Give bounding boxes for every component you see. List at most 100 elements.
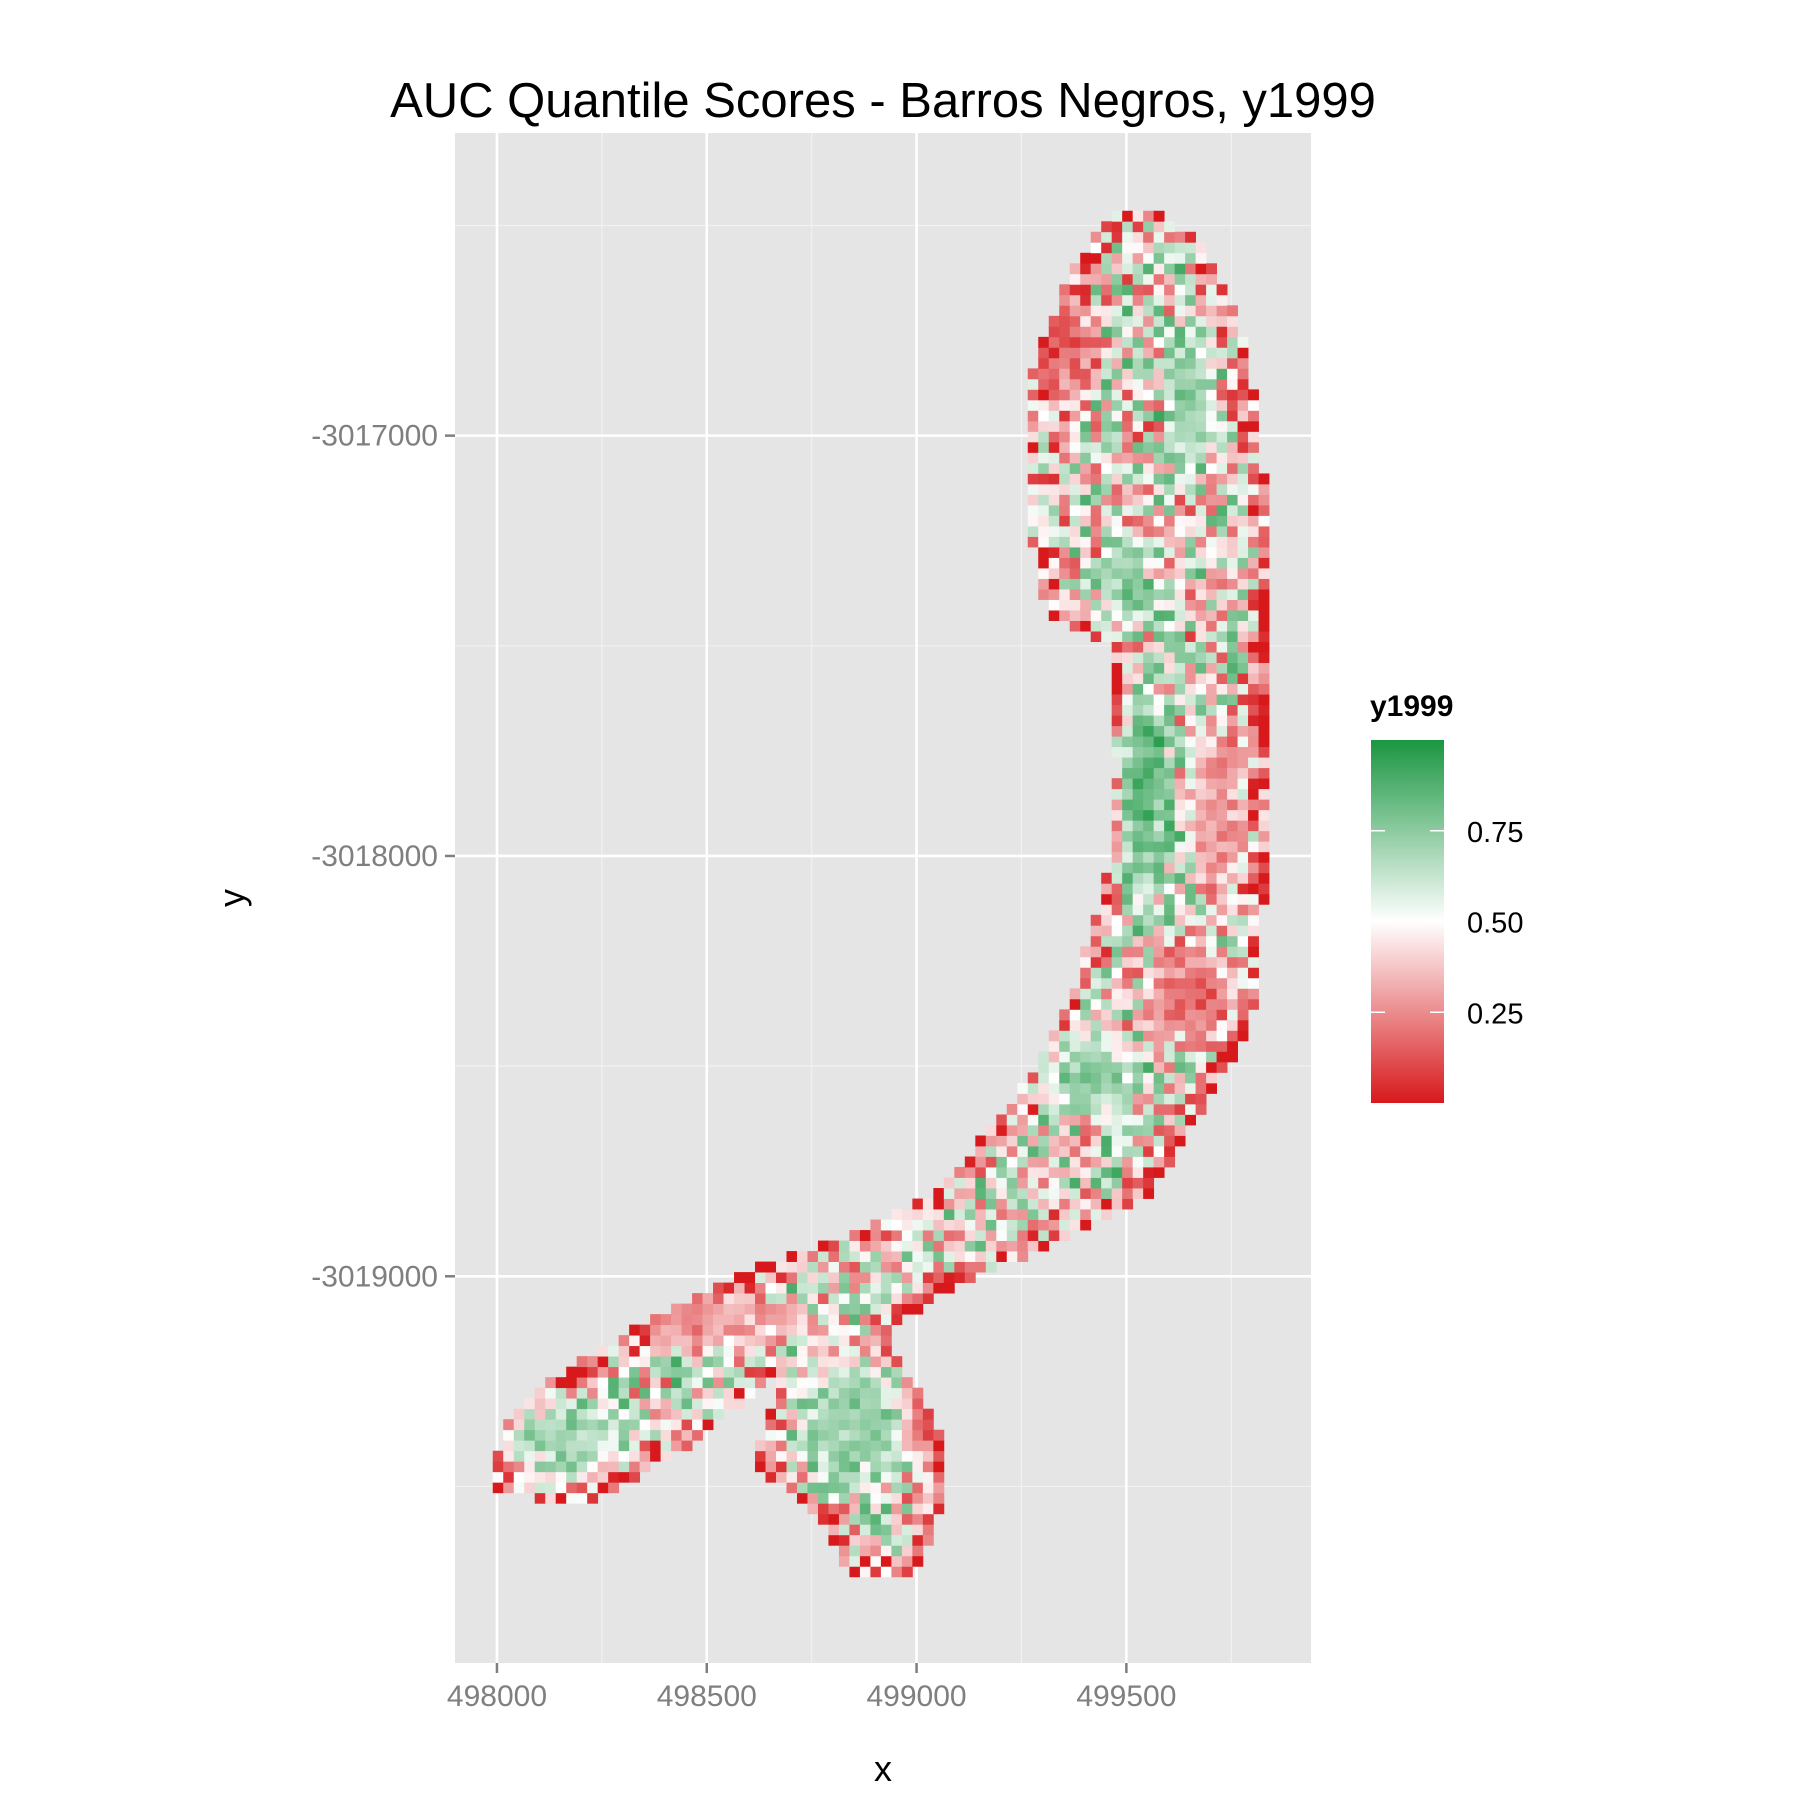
heatmap-tile xyxy=(1080,1145,1092,1157)
heatmap-tile xyxy=(1227,704,1238,716)
heatmap-tile xyxy=(786,1293,798,1305)
heatmap-tile xyxy=(692,1314,703,1326)
heatmap-tile xyxy=(901,1545,913,1557)
heatmap-tile xyxy=(1206,746,1217,758)
heatmap-tile xyxy=(1206,851,1217,863)
heatmap-tile xyxy=(1101,925,1113,937)
heatmap-tile xyxy=(891,1513,903,1525)
heatmap-tile xyxy=(1195,1072,1207,1084)
heatmap-tile xyxy=(1216,767,1228,779)
heatmap-tile xyxy=(933,1492,945,1504)
heatmap-tile xyxy=(985,1219,997,1231)
heatmap-tile xyxy=(765,1440,777,1452)
heatmap-tile xyxy=(1048,315,1060,327)
heatmap-tile xyxy=(786,1482,798,1494)
heatmap-tile xyxy=(660,1398,672,1410)
heatmap-tile xyxy=(1038,1198,1050,1210)
heatmap-tile xyxy=(1038,568,1050,579)
heatmap-tile xyxy=(1216,704,1228,716)
heatmap-tile xyxy=(1227,736,1238,748)
heatmap-tile xyxy=(723,1398,735,1410)
heatmap-tile xyxy=(1038,526,1050,537)
heatmap-tile xyxy=(1090,242,1102,254)
heatmap-tile xyxy=(891,1282,903,1294)
heatmap-tile xyxy=(1122,704,1134,716)
heatmap-tiles xyxy=(492,210,1270,1578)
heatmap-tile xyxy=(1164,935,1176,947)
heatmap-tile xyxy=(1132,1188,1144,1199)
heatmap-tile xyxy=(1216,799,1228,811)
heatmap-tile xyxy=(1132,851,1144,863)
heatmap-tile xyxy=(1164,452,1176,464)
heatmap-tile xyxy=(1101,547,1113,558)
heatmap-tile xyxy=(1111,620,1123,632)
heatmap-tile xyxy=(849,1524,861,1536)
heatmap-tile xyxy=(1174,935,1186,947)
heatmap-tile xyxy=(1059,1019,1071,1031)
heatmap-tile xyxy=(1059,1061,1071,1073)
heatmap-tile xyxy=(901,1440,913,1452)
heatmap-tile xyxy=(765,1261,777,1273)
heatmap-tile xyxy=(1017,1219,1029,1231)
heatmap-tile xyxy=(608,1398,620,1410)
y-tick-label: -3018000 xyxy=(311,840,438,873)
heatmap-tile xyxy=(1185,462,1197,474)
heatmap-tile xyxy=(608,1461,620,1473)
heatmap-tile xyxy=(817,1272,829,1283)
heatmap-tile xyxy=(901,1555,913,1567)
heatmap-tile xyxy=(744,1293,756,1305)
heatmap-tile xyxy=(1080,399,1092,411)
heatmap-tile xyxy=(1101,273,1113,285)
heatmap-tile xyxy=(566,1398,578,1410)
heatmap-tile xyxy=(1111,872,1123,884)
heatmap-tile xyxy=(1206,925,1217,937)
heatmap-tile xyxy=(1122,799,1134,811)
heatmap-tile xyxy=(1080,368,1092,380)
heatmap-tile xyxy=(880,1408,892,1420)
heatmap-tile xyxy=(1069,1009,1081,1021)
heatmap-tile xyxy=(1164,704,1176,716)
heatmap-tile xyxy=(1132,641,1144,653)
heatmap-tile xyxy=(1132,767,1144,779)
heatmap-tile xyxy=(1216,652,1228,664)
heatmap-tile xyxy=(1122,914,1134,926)
heatmap-tile xyxy=(1059,368,1071,380)
heatmap-tile xyxy=(1122,599,1134,611)
heatmap-tile xyxy=(555,1471,567,1483)
heatmap-tile xyxy=(1111,715,1123,727)
heatmap-tile xyxy=(1122,1103,1134,1115)
heatmap-tile xyxy=(1153,378,1165,390)
heatmap-tile xyxy=(1174,326,1186,338)
heatmap-tile xyxy=(702,1387,714,1399)
heatmap-tile xyxy=(1153,967,1165,979)
heatmap-tile xyxy=(1090,1209,1102,1220)
heatmap-tile xyxy=(786,1356,798,1368)
heatmap-tile xyxy=(1164,536,1176,548)
heatmap-tile xyxy=(933,1282,945,1294)
heatmap-tile xyxy=(1195,610,1207,621)
heatmap-tile xyxy=(817,1366,829,1378)
heatmap-tile xyxy=(692,1324,703,1336)
heatmap-tile xyxy=(1195,284,1207,296)
heatmap-tile xyxy=(1101,1040,1113,1052)
heatmap-tile xyxy=(1227,925,1238,937)
heatmap-tile xyxy=(723,1345,735,1357)
heatmap-tile xyxy=(765,1408,777,1420)
heatmap-tile xyxy=(1143,1145,1155,1157)
heatmap-tile xyxy=(838,1293,850,1305)
heatmap-tile xyxy=(1101,967,1113,979)
heatmap-tile xyxy=(650,1356,662,1368)
heatmap-tile xyxy=(1174,410,1186,422)
heatmap-tile xyxy=(1122,809,1134,821)
heatmap-tile xyxy=(870,1240,882,1252)
heatmap-tile xyxy=(880,1387,892,1399)
heatmap-tile xyxy=(723,1303,735,1315)
heatmap-tile xyxy=(1027,1072,1039,1084)
heatmap-tile xyxy=(618,1471,630,1483)
heatmap-tile xyxy=(1048,1167,1060,1178)
heatmap-tile xyxy=(1237,641,1249,653)
heatmap-tile xyxy=(1027,515,1039,527)
heatmap-tile xyxy=(964,1167,976,1178)
heatmap-tile xyxy=(1101,504,1113,516)
heatmap-tile xyxy=(1216,399,1228,411)
